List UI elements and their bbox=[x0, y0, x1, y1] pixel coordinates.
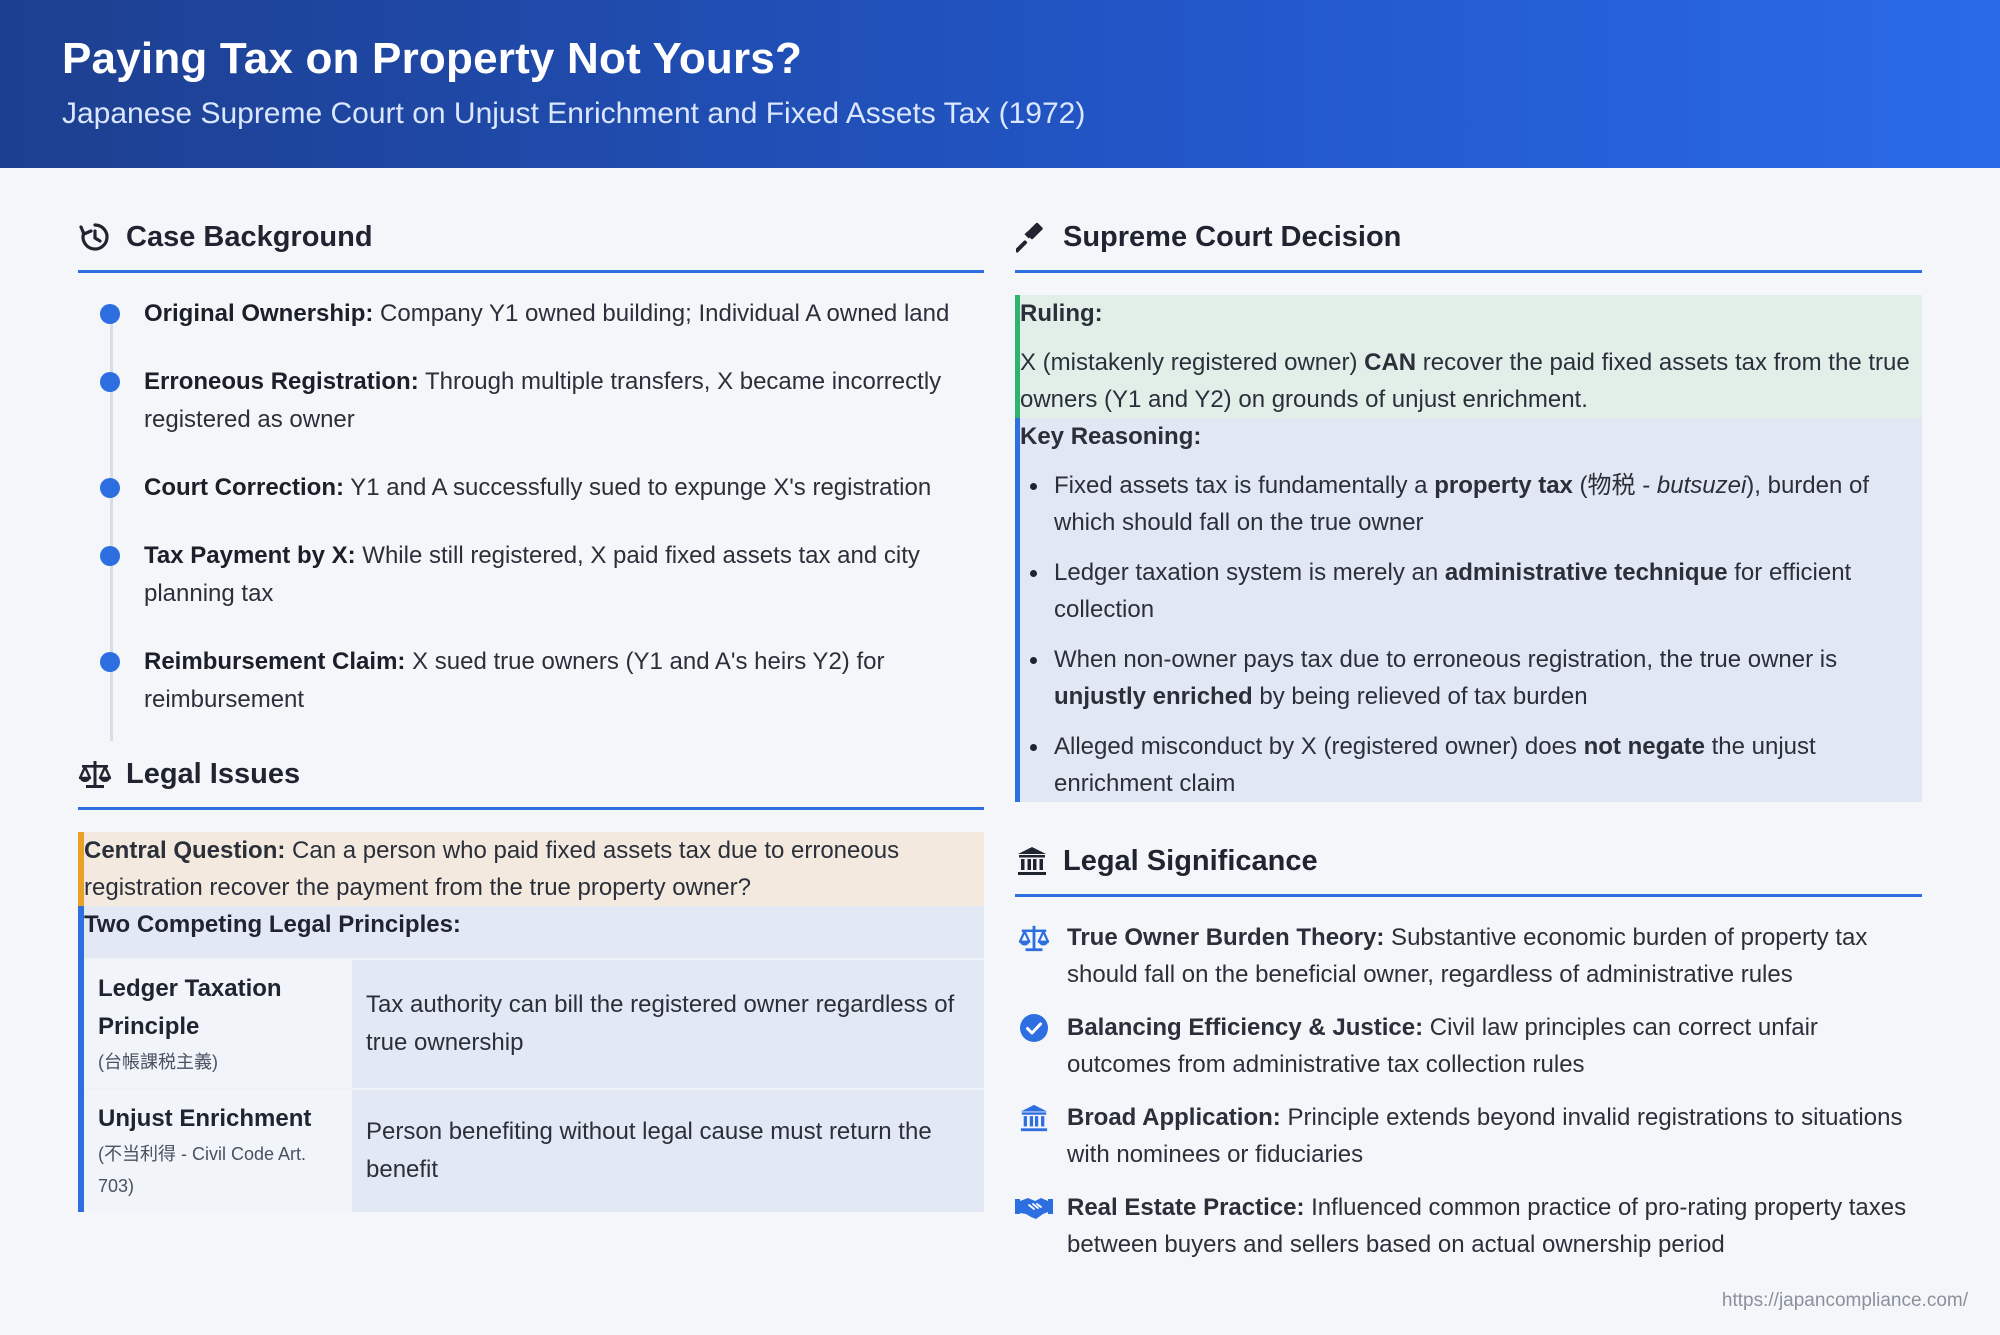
handshake-icon bbox=[1015, 1189, 1053, 1263]
timeline-item: Court Correction: Y1 and A successfully … bbox=[100, 469, 984, 507]
section-divider bbox=[78, 270, 984, 273]
case-background-heading: Case Background bbox=[78, 212, 984, 262]
decision-box: Ruling: X (mistakenly registered owner) … bbox=[1015, 295, 1922, 802]
reasoning-panel: Key Reasoning: Fixed assets tax is funda… bbox=[1015, 418, 1922, 802]
section-divider bbox=[78, 807, 984, 810]
legal-issues-heading: Legal Issues bbox=[78, 749, 984, 799]
principle-japanese: (不当利得 - Civil Code Art. 703) bbox=[98, 1144, 307, 1196]
principle-japanese: (台帳課税主義) bbox=[98, 1052, 218, 1072]
timeline-dot bbox=[100, 304, 120, 324]
section-title-text: Legal Issues bbox=[126, 757, 301, 790]
significance-item: Broad Application: Principle extends bey… bbox=[1015, 1099, 1922, 1173]
principle-row: Ledger Taxation Principle (台帳課税主義) Tax au… bbox=[84, 958, 984, 1088]
timeline-line bbox=[110, 309, 113, 741]
competing-principles: Two Competing Legal Principles: Ledger T… bbox=[78, 906, 984, 1212]
ruling-panel: Ruling: X (mistakenly registered owner) … bbox=[1015, 295, 1922, 418]
timeline-item: Erroneous Registration: Through multiple… bbox=[100, 363, 984, 439]
landmark-icon bbox=[1015, 1099, 1053, 1173]
timeline-item: Tax Payment by X: While still registered… bbox=[100, 537, 984, 613]
section-divider bbox=[1015, 894, 1922, 897]
section-title-text: Supreme Court Decision bbox=[1063, 220, 1402, 253]
principle-row: Unjust Enrichment (不当利得 - Civil Code Art.… bbox=[84, 1088, 984, 1212]
central-question: Central Question: Can a person who paid … bbox=[78, 832, 984, 906]
right-column: Supreme Court Decision Ruling: X (mistak… bbox=[1015, 212, 1922, 1279]
timeline-dot bbox=[100, 652, 120, 672]
legal-issues-box: Central Question: Can a person who paid … bbox=[78, 832, 984, 1212]
timeline-dot bbox=[100, 372, 120, 392]
reasoning-label: Key Reasoning: bbox=[1020, 423, 1202, 450]
reasoning-item: Fixed assets tax is fundamentally a prop… bbox=[1020, 467, 1902, 541]
ruling-label: Ruling: bbox=[1020, 300, 1103, 327]
principle-name: Ledger Taxation Principle bbox=[98, 975, 282, 1040]
significance-list: True Owner Burden Theory: Substantive ec… bbox=[1015, 919, 1922, 1263]
timeline-dot bbox=[100, 478, 120, 498]
section-title-text: Case Background bbox=[126, 220, 373, 253]
case-timeline: Original Ownership: Company Y1 owned bui… bbox=[78, 295, 984, 741]
reasoning-item: Ledger taxation system is merely an admi… bbox=[1020, 554, 1902, 628]
significance-item: Balancing Efficiency & Justice: Civil la… bbox=[1015, 1009, 1922, 1083]
check-circle-icon bbox=[1015, 1009, 1053, 1083]
reasoning-item: Alleged misconduct by X (registered owne… bbox=[1020, 728, 1902, 802]
legal-significance-heading: Legal Significance bbox=[1015, 836, 1922, 886]
reasoning-item: When non-owner pays tax due to erroneous… bbox=[1020, 641, 1902, 715]
section-title-text: Legal Significance bbox=[1063, 844, 1318, 877]
significance-item: Real Estate Practice: Influenced common … bbox=[1015, 1189, 1922, 1263]
scales-icon bbox=[1015, 919, 1053, 993]
left-column: Case Background Original Ownership: Comp… bbox=[78, 212, 984, 1212]
timeline-item: Reimbursement Claim: X sued true owners … bbox=[100, 643, 984, 719]
court-decision-heading: Supreme Court Decision bbox=[1015, 212, 1922, 262]
page-subtitle: Japanese Supreme Court on Unjust Enrichm… bbox=[62, 97, 1086, 130]
scales-icon bbox=[78, 757, 112, 791]
significance-item: True Owner Burden Theory: Substantive ec… bbox=[1015, 919, 1922, 993]
header-banner: Paying Tax on Property Not Yours? Japane… bbox=[0, 0, 2000, 168]
principle-description: Person benefiting without legal cause mu… bbox=[366, 1118, 932, 1183]
landmark-icon bbox=[1015, 844, 1049, 878]
principle-description: Tax authority can bill the registered ow… bbox=[366, 991, 955, 1056]
principle-name: Unjust Enrichment bbox=[98, 1105, 312, 1132]
timeline-item: Original Ownership: Company Y1 owned bui… bbox=[100, 295, 984, 333]
footer-url[interactable]: https://japancompliance.com/ bbox=[1721, 1290, 1968, 1311]
section-divider bbox=[1015, 270, 1922, 273]
history-icon bbox=[78, 220, 112, 254]
gavel-icon bbox=[1015, 220, 1049, 254]
timeline-dot bbox=[100, 546, 120, 566]
page-title: Paying Tax on Property Not Yours? bbox=[62, 34, 803, 83]
principles-title: Two Competing Legal Principles: bbox=[84, 911, 461, 938]
